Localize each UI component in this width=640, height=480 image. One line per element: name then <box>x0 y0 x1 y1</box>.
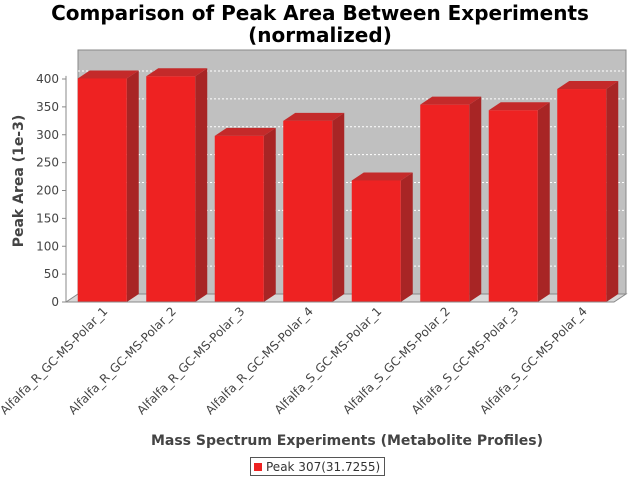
y-tick-label: 150 <box>36 211 59 225</box>
y-tick-label: 50 <box>44 267 59 281</box>
bar <box>146 68 208 303</box>
bar <box>214 127 276 303</box>
bar-top <box>488 102 550 111</box>
bar <box>77 70 139 302</box>
bar-front <box>351 180 401 302</box>
bars <box>77 68 619 303</box>
legend-label: Peak 307(31.7255) <box>266 459 381 474</box>
x-tick-label: Alfalfa_R_GC-MS-Polar_1 <box>0 304 110 417</box>
y-tick-label: 300 <box>36 128 59 142</box>
bar <box>488 102 550 302</box>
bar-side <box>469 96 482 303</box>
bar-front <box>557 89 607 302</box>
bar-side <box>126 70 139 302</box>
y-tick-label: 350 <box>36 100 59 114</box>
bar-top <box>214 127 276 136</box>
y-axis-label: Peak Area (1e-3) <box>11 115 27 248</box>
legend: Peak 307(31.7255) <box>250 457 386 476</box>
x-axis-label: Mass Spectrum Experiments (Metabolite Pr… <box>151 433 543 449</box>
bar-top <box>77 70 139 79</box>
bar-top <box>557 81 619 90</box>
bar <box>420 96 482 303</box>
bar-side <box>537 102 550 302</box>
chart-title-line-2: (normalized) <box>248 23 392 47</box>
chart-title-line-1: Comparison of Peak Area Between Experime… <box>51 1 589 25</box>
bar-top <box>146 68 208 77</box>
bar-side <box>195 68 208 303</box>
bar-front <box>214 135 264 302</box>
bar <box>351 172 413 302</box>
bar <box>283 112 345 302</box>
y-tick-label: 100 <box>36 239 59 253</box>
y-tick-label: 250 <box>36 156 59 170</box>
bar-front <box>488 110 538 302</box>
y-tick-label: 200 <box>36 184 59 198</box>
bar-front <box>77 78 127 302</box>
bar-side <box>606 81 619 302</box>
bar-front <box>283 120 333 302</box>
bar-top <box>420 96 482 105</box>
legend-swatch <box>254 462 262 471</box>
bar-front <box>420 104 470 303</box>
y-tick-label: 400 <box>36 72 59 86</box>
y-tick-label: 0 <box>51 295 59 309</box>
bar-side <box>263 127 276 303</box>
bar-front <box>146 76 196 303</box>
y-axis: 0 50 100 150 200 250 300 350 400 <box>36 72 67 309</box>
bar-side <box>332 112 345 302</box>
bar <box>557 81 619 302</box>
bar-side <box>400 172 413 302</box>
x-axis: Alfalfa_R_GC-MS-Polar_1Alfalfa_R_GC-MS-P… <box>0 301 614 417</box>
chart-title: Comparison of Peak Area Between Experime… <box>0 2 640 46</box>
bar-top <box>283 112 345 121</box>
bar-top <box>351 172 413 181</box>
